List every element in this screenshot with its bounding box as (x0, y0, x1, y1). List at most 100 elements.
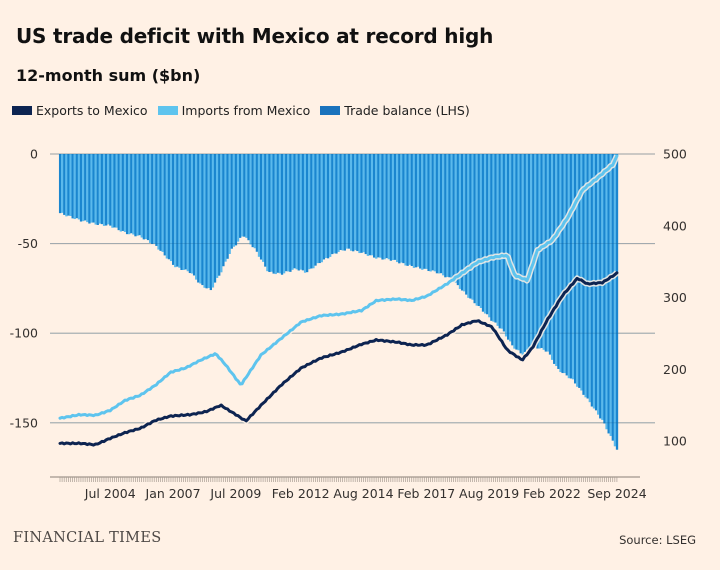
source-note: Source: LSEG (619, 533, 696, 547)
trade-balance-bar (270, 154, 273, 272)
trade-balance-bar (274, 154, 277, 275)
trade-balance-bar (155, 154, 158, 246)
trade-balance-bar (157, 154, 160, 250)
right-axis-tick-label: 500 (663, 147, 687, 162)
x-axis-tick-label: Jul 2004 (84, 486, 136, 501)
left-axis-tick-label: -50 (18, 236, 38, 251)
trade-balance-bar (239, 154, 242, 238)
trade-balance-bar (404, 154, 407, 266)
trade-balance-bar (218, 154, 221, 276)
trade-balance-bar (456, 154, 460, 286)
trade-balance-bar (377, 154, 380, 258)
trade-balance-bar (146, 154, 150, 241)
trade-balance-bar (414, 154, 418, 268)
exports-line (58, 271, 619, 447)
trade-balance-bar (452, 154, 455, 283)
trade-balance-bar (190, 154, 194, 274)
trade-balance-bar (333, 154, 336, 254)
trade-balance-bar (349, 154, 353, 251)
trade-balance-bar (125, 154, 129, 235)
trade-balance-bar (481, 154, 485, 312)
trade-balance-bar (502, 154, 506, 332)
trade-balance-bar (316, 154, 319, 264)
trade-balance-bar (81, 154, 85, 222)
trade-balance-bar (429, 154, 432, 272)
trade-balance-bar (496, 154, 499, 326)
trade-balance-bar (352, 154, 355, 252)
trade-balance-bar (546, 154, 550, 352)
trade-balance-bar (306, 154, 309, 273)
trade-balance-bar (94, 154, 97, 225)
legend-label-balance: Trade balance (LHS) (344, 103, 470, 118)
trade-balance-bar (123, 154, 127, 232)
trade-balance-bar (266, 154, 269, 272)
trade-balance-bars (58, 154, 619, 450)
trade-balance-bar (383, 154, 386, 260)
trade-balance-bar (209, 154, 212, 291)
trade-balance-bar (289, 154, 292, 272)
trade-balance-bar (69, 154, 72, 217)
trade-balance-bar (192, 154, 196, 276)
trade-balance-bar (241, 154, 244, 237)
left-axis-tick-label: -150 (10, 415, 38, 430)
trade-balance-bar (299, 154, 303, 270)
trade-balance-bar (500, 154, 504, 329)
trade-balance-bar (320, 154, 323, 263)
trade-balance-bar (113, 154, 116, 228)
trade-balance-bar (379, 154, 382, 258)
trade-balance-bar (282, 154, 286, 274)
left-axis-tick-label: -100 (10, 326, 38, 341)
trade-balance-bar (107, 154, 110, 225)
x-axis-tick-label: Sep 2024 (587, 486, 646, 501)
trade-balance-bar (136, 154, 139, 236)
trade-balance-bar (492, 154, 495, 322)
trade-balance-bar (132, 154, 135, 235)
trade-balance-bar (381, 154, 384, 260)
trade-balance-bar (515, 154, 518, 350)
trade-balance-bar (582, 154, 585, 395)
legend-label-exports: Exports to Mexico (36, 103, 148, 118)
trade-balance-bar (362, 154, 365, 253)
trade-balance-bar (232, 154, 236, 247)
x-axis-tick-label: Feb 2017 (397, 486, 455, 501)
trade-balance-bar (314, 154, 317, 266)
legend-swatch-balance (320, 106, 341, 115)
trade-balance-bar (65, 154, 68, 217)
trade-balance-bar (180, 154, 183, 270)
trade-balance-bar (295, 154, 298, 270)
trade-balance-bar (370, 154, 374, 256)
x-axis-tick-label: Jan 2007 (145, 486, 201, 501)
x-axis-tick-label: Feb 2012 (272, 486, 330, 501)
trade-balance-bar (92, 154, 95, 223)
trade-balance-bar (109, 154, 112, 226)
axes: 0 -50 -100 -150 500 400 300 200 100 Jul 2004 Jan 2… (10, 147, 687, 502)
trade-balance-bar (398, 154, 401, 264)
trade-balance-bar (544, 154, 547, 352)
imports-line (58, 154, 619, 420)
trade-balance-bar (291, 154, 294, 270)
trade-balance-bar (276, 154, 279, 273)
trade-balance-bar (71, 154, 74, 219)
trade-balance-bar (247, 154, 250, 241)
trade-balance-bar (345, 154, 349, 249)
legend-swatch-exports (12, 106, 32, 115)
trade-balance-bar (119, 154, 122, 232)
trade-balance-bar (431, 154, 434, 271)
trade-balance-bar (73, 154, 76, 220)
trade-balance-bar (331, 154, 334, 255)
trade-balance-bar (559, 154, 562, 373)
series-lines (58, 154, 620, 449)
trade-balance-bar (167, 154, 171, 260)
trade-balance-bar (607, 154, 610, 434)
trade-balance-bar (586, 154, 589, 399)
trade-balance-bar (79, 154, 83, 222)
trade-balance-bar (199, 154, 202, 284)
trade-balance-bar (96, 154, 99, 225)
trade-balance-bar (354, 154, 357, 251)
trade-balance-bar (278, 154, 282, 274)
trade-balance-bar (337, 154, 340, 252)
trade-balance-bar (590, 154, 594, 407)
trade-balance-bar (498, 154, 501, 329)
trade-balance-bar (423, 154, 426, 269)
trade-balance-bar (615, 154, 619, 450)
